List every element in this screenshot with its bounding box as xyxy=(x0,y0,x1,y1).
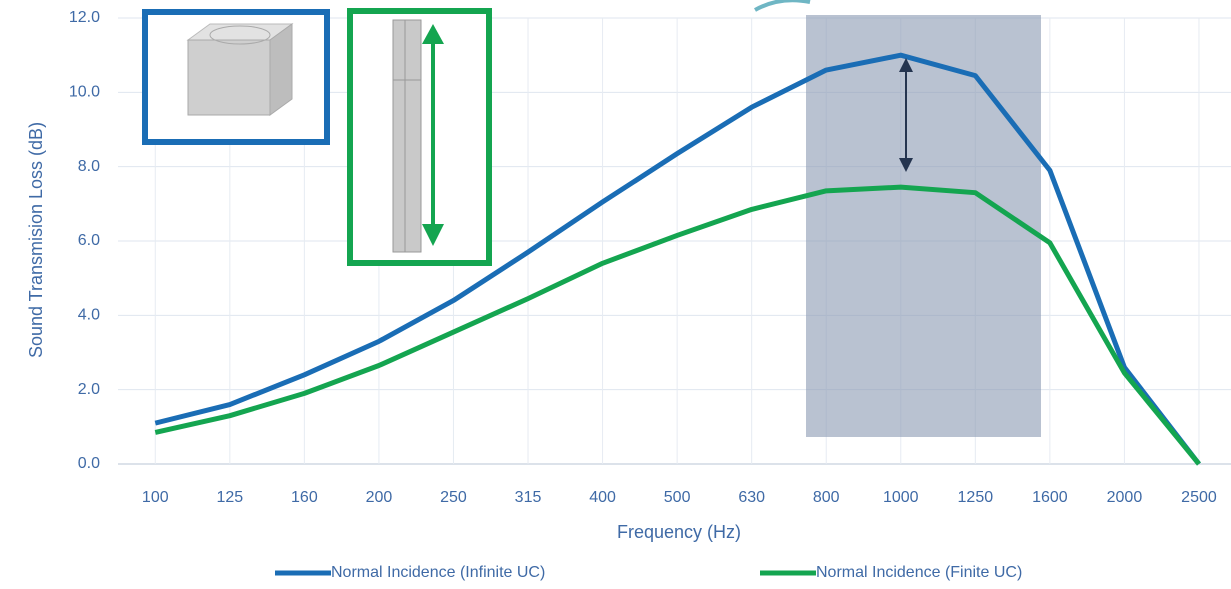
x-tick-label: 500 xyxy=(664,489,691,506)
series-line xyxy=(154,184,1201,466)
x-tick-label: 800 xyxy=(813,489,840,506)
y-tick-label: 2.0 xyxy=(78,381,100,398)
x-tick-label: 315 xyxy=(515,489,542,506)
y-tick-label: 10.0 xyxy=(69,84,100,101)
x-tick-label: 400 xyxy=(589,489,616,506)
x-tick-label: 1250 xyxy=(958,489,994,506)
x-tick-label: 2500 xyxy=(1181,489,1217,506)
difference-arrow xyxy=(899,58,913,172)
y-axis-title: Sound Transmision Loss (dB) xyxy=(26,122,46,358)
series-line xyxy=(154,52,1201,466)
x-tick-label: 630 xyxy=(738,489,765,506)
x-axis-title: Frequency (Hz) xyxy=(617,522,741,542)
x-tick-label: 200 xyxy=(366,489,393,506)
y-tick-label: 0.0 xyxy=(78,455,100,472)
decoration xyxy=(754,0,811,12)
y-tick-label: 12.0 xyxy=(69,9,100,26)
highlight-region xyxy=(806,15,1041,437)
legend-label: Normal Incidence (Infinite UC) xyxy=(331,564,545,581)
lines xyxy=(154,52,1201,466)
x-tick-label: 1600 xyxy=(1032,489,1068,506)
y-tick-label: 6.0 xyxy=(78,232,100,249)
infinite-uc-inset xyxy=(142,9,330,145)
x-tick-label: 2000 xyxy=(1107,489,1143,506)
x-tick-label: 100 xyxy=(142,489,169,506)
y-tick-label: 8.0 xyxy=(78,158,100,175)
x-tick-label: 250 xyxy=(440,489,467,506)
x-tick-label: 1000 xyxy=(883,489,919,506)
legend-label: Normal Incidence (Finite UC) xyxy=(816,564,1022,581)
finite-uc-inset xyxy=(347,8,492,266)
x-tick-label: 125 xyxy=(216,489,243,506)
y-tick-label: 4.0 xyxy=(78,307,100,324)
x-tick-label: 160 xyxy=(291,489,318,506)
